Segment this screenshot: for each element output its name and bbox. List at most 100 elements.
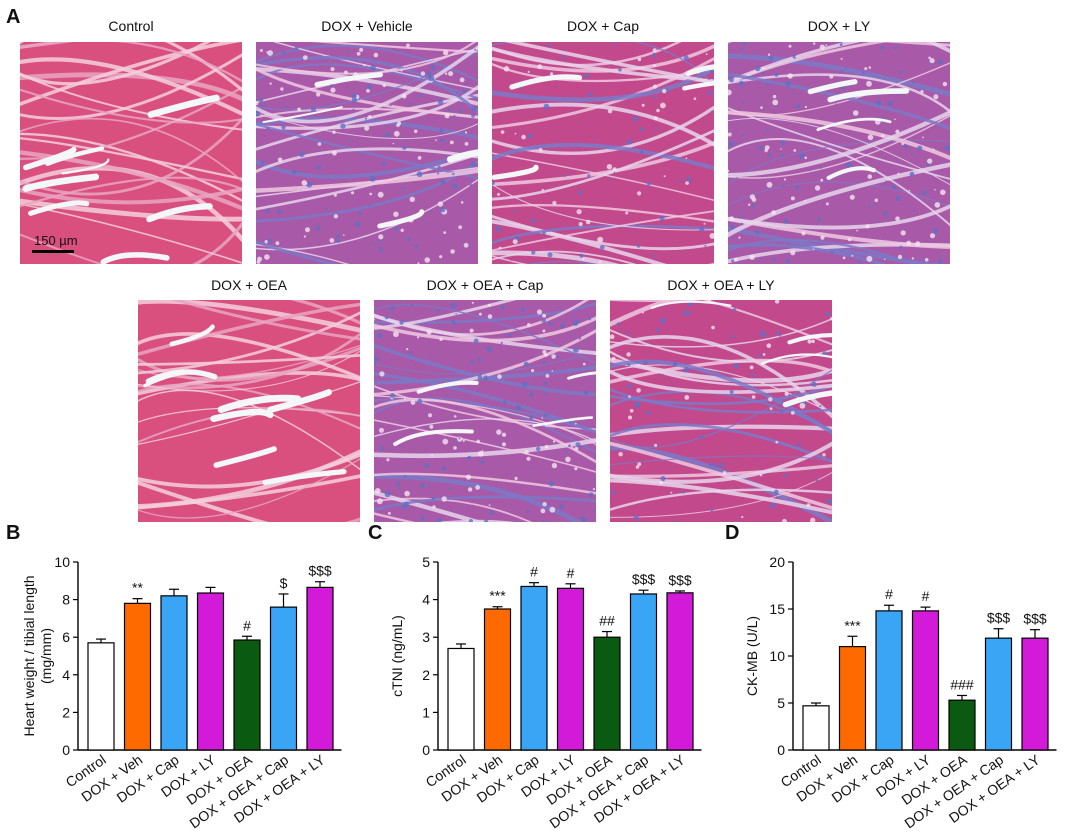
- tissue-gap: [262, 106, 343, 124]
- tissue-fiber: [256, 44, 478, 82]
- tissue-speck: [806, 503, 811, 507]
- tissue-speck: [543, 361, 546, 364]
- tissue-fiber: [192, 221, 242, 264]
- tissue-speck: [895, 196, 901, 202]
- tissue-speck: [371, 241, 374, 244]
- tissue-speck: [565, 456, 571, 463]
- tissue-speck: [618, 67, 622, 72]
- tissue-speck: [496, 429, 502, 435]
- tissue-speck: [548, 322, 553, 327]
- tissue-speck: [766, 83, 769, 86]
- tissue-speck: [799, 508, 802, 511]
- tissue-speck: [396, 123, 400, 127]
- tissue-speck: [626, 139, 632, 145]
- tissue-speck: [653, 116, 658, 121]
- tissue-speck: [866, 255, 873, 262]
- tissue-speck: [520, 307, 525, 312]
- tissue-speck: [265, 208, 270, 214]
- tissue-speck: [728, 169, 730, 173]
- tissue-speck: [708, 462, 713, 467]
- tissue-fiber: [138, 452, 360, 489]
- tissue-speck: [835, 103, 838, 105]
- tissue-speck: [414, 244, 419, 248]
- tissue-speck: [730, 335, 734, 338]
- tissue-speck: [392, 142, 395, 145]
- tissue-speck: [755, 230, 760, 235]
- tissue-speck: [932, 228, 939, 234]
- tissue-speck: [363, 63, 366, 67]
- tissue-speck: [933, 94, 939, 100]
- tissue-speck: [683, 366, 690, 373]
- tissue-speck: [544, 392, 547, 396]
- tissue-speck: [572, 320, 579, 326]
- tissue-speck: [784, 391, 789, 396]
- tissue-speck: [882, 211, 888, 216]
- tissue-speck: [267, 238, 272, 243]
- tissue-speck: [260, 104, 263, 108]
- bar: [802, 705, 830, 751]
- tissue-speck: [426, 71, 432, 76]
- tissue-speck: [403, 475, 407, 478]
- tissue-speck: [294, 46, 299, 51]
- significance-label: #: [567, 565, 575, 581]
- tissue-speck: [449, 140, 454, 145]
- tissue-speck: [541, 318, 546, 323]
- tissue-fiber: [20, 86, 242, 160]
- tissue-fiber: [610, 455, 832, 466]
- tissue-speck: [597, 236, 604, 243]
- tissue-speck: [417, 398, 423, 404]
- tissue-speck: [537, 64, 543, 70]
- tissue-speck: [406, 237, 410, 242]
- tissue-fiber: [138, 346, 360, 382]
- tissue-speck: [932, 148, 935, 151]
- tissue-speck: [790, 250, 796, 256]
- tissue-speck: [354, 221, 361, 228]
- tissue-speck: [468, 519, 473, 522]
- tissue-fiber: [374, 512, 416, 522]
- tissue-speck: [406, 348, 409, 351]
- tissue-speck: [635, 465, 640, 469]
- tissue-fiber: [256, 107, 478, 119]
- tissue-speck: [611, 356, 616, 361]
- tissue-speck: [495, 226, 502, 232]
- tissue-speck: [920, 90, 924, 94]
- tissue-fiber: [138, 389, 360, 471]
- tissue-speck: [729, 225, 735, 230]
- tissue-gap: [22, 173, 100, 192]
- tissue-fiber: [728, 110, 950, 178]
- tissue-speck: [462, 89, 467, 94]
- tissue-speck: [393, 130, 400, 137]
- tissue-speck: [465, 474, 472, 480]
- tissue-speck: [311, 107, 316, 113]
- tissue-speck: [790, 196, 795, 201]
- tissue-fiber: [492, 203, 714, 223]
- tissue-speck: [408, 351, 412, 355]
- tissue-speck: [922, 256, 925, 259]
- tissue-speck: [335, 234, 341, 239]
- tissue-speck: [780, 154, 784, 158]
- tissue-speck: [541, 188, 544, 192]
- tissue-speck: [428, 75, 435, 82]
- tissue-speck: [825, 44, 828, 46]
- tissue-speck: [488, 303, 491, 307]
- tissue-speck: [471, 114, 475, 118]
- tissue-speck: [428, 485, 431, 489]
- tissue-speck: [749, 365, 754, 370]
- tissue-speck: [256, 260, 261, 264]
- significance-label: ###: [950, 676, 974, 692]
- tissue-fiber: [138, 383, 360, 430]
- bar: [483, 608, 512, 751]
- tissue-speck: [922, 136, 924, 139]
- tissue-speck: [780, 148, 782, 150]
- tissue-speck: [742, 133, 745, 137]
- tissue-fiber: [256, 56, 478, 115]
- tissue-speck: [386, 458, 390, 462]
- tissue-speck: [733, 363, 739, 369]
- significance-label: #: [922, 588, 930, 604]
- tissue-speck: [804, 199, 807, 202]
- tissue-speck: [389, 104, 392, 107]
- tissue-speck: [842, 256, 846, 260]
- tissue-speck: [527, 323, 531, 327]
- tissue-speck: [445, 72, 448, 75]
